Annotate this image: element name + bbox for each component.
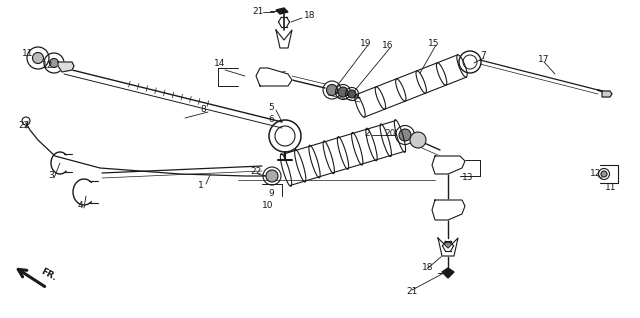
Circle shape xyxy=(348,90,356,98)
Polygon shape xyxy=(432,200,465,220)
Text: FR.: FR. xyxy=(39,267,58,283)
Text: 19: 19 xyxy=(360,38,371,47)
Text: 10: 10 xyxy=(262,202,273,211)
Circle shape xyxy=(266,170,278,182)
Text: 21: 21 xyxy=(252,8,264,17)
Circle shape xyxy=(49,59,58,67)
Polygon shape xyxy=(432,156,465,174)
Polygon shape xyxy=(276,30,292,48)
Circle shape xyxy=(33,52,44,64)
Circle shape xyxy=(338,87,348,97)
Text: 12: 12 xyxy=(42,61,53,71)
Text: 2: 2 xyxy=(364,128,370,137)
Circle shape xyxy=(444,242,452,250)
Text: 3: 3 xyxy=(48,171,54,181)
Polygon shape xyxy=(256,68,292,86)
Text: 13: 13 xyxy=(462,174,474,183)
Polygon shape xyxy=(438,238,458,256)
Text: 1: 1 xyxy=(198,182,204,190)
Text: 12: 12 xyxy=(590,169,602,178)
Circle shape xyxy=(410,132,426,148)
Text: 5: 5 xyxy=(268,103,274,113)
Text: 7: 7 xyxy=(480,52,486,60)
Text: 8: 8 xyxy=(200,106,205,114)
Polygon shape xyxy=(442,268,454,278)
Text: 22: 22 xyxy=(250,168,261,176)
Text: 11: 11 xyxy=(605,183,616,192)
Text: 17: 17 xyxy=(538,56,550,65)
Circle shape xyxy=(326,85,337,95)
Polygon shape xyxy=(602,91,612,97)
Text: 9: 9 xyxy=(268,190,274,198)
Text: 20: 20 xyxy=(384,128,396,137)
Circle shape xyxy=(601,171,607,177)
Text: 4: 4 xyxy=(78,202,84,211)
Text: 14: 14 xyxy=(214,59,225,67)
Polygon shape xyxy=(276,8,288,14)
Text: 6: 6 xyxy=(268,115,274,125)
Text: 18: 18 xyxy=(422,264,433,273)
Text: 21: 21 xyxy=(406,287,417,296)
Circle shape xyxy=(399,129,411,141)
Text: 18: 18 xyxy=(304,11,316,20)
Polygon shape xyxy=(58,62,74,72)
Text: 16: 16 xyxy=(382,42,394,51)
Text: 11: 11 xyxy=(22,49,33,58)
Text: 22: 22 xyxy=(18,121,29,130)
Text: 15: 15 xyxy=(428,38,440,47)
